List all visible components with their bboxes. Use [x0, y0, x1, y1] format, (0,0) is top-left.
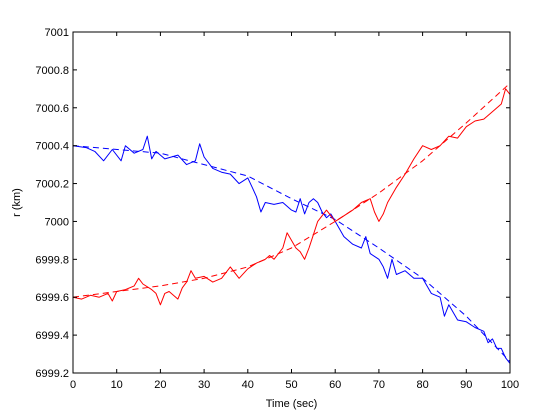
series-layer	[72, 82, 511, 364]
series-line-2	[72, 145, 511, 362]
y-tick-label: 6999.6	[35, 292, 69, 304]
x-tick-label: 90	[460, 379, 472, 391]
y-tick-label: 7000.8	[35, 65, 69, 77]
x-tick-label: 70	[373, 379, 385, 391]
x-tick-label: 50	[285, 379, 297, 391]
y-tick-label: 7001	[45, 27, 69, 39]
series-line-3	[72, 88, 511, 306]
y-tick-label: 6999.4	[35, 330, 69, 342]
x-tick-label: 0	[70, 379, 76, 391]
x-axis-label: Time (sec)	[266, 398, 318, 410]
series-line-4	[72, 82, 511, 298]
x-tick-label: 40	[242, 379, 254, 391]
series-line-1	[72, 135, 511, 364]
y-tick-label: 6999.2	[35, 368, 69, 380]
y-tick-label: 6999.8	[35, 254, 69, 266]
y-tick-label: 7000.6	[35, 103, 69, 115]
x-tick-label: 20	[154, 379, 166, 391]
x-tick-label: 30	[198, 379, 210, 391]
x-tick-label: 100	[501, 379, 519, 391]
y-axis-label: r (km)	[11, 188, 23, 217]
tick-layer: 0 10 20 30 40 50 60 70 80 90 100 6999.2 6999.4 6999.6…	[35, 27, 519, 391]
x-tick-label: 80	[416, 379, 428, 391]
plot-frame	[72, 31, 511, 374]
x-tick-label: 60	[329, 379, 341, 391]
y-tick-label: 7000	[45, 216, 69, 228]
x-tick-label: 10	[111, 379, 123, 391]
y-tick-label: 7000.4	[35, 141, 69, 153]
y-tick-label: 7000.2	[35, 179, 69, 191]
